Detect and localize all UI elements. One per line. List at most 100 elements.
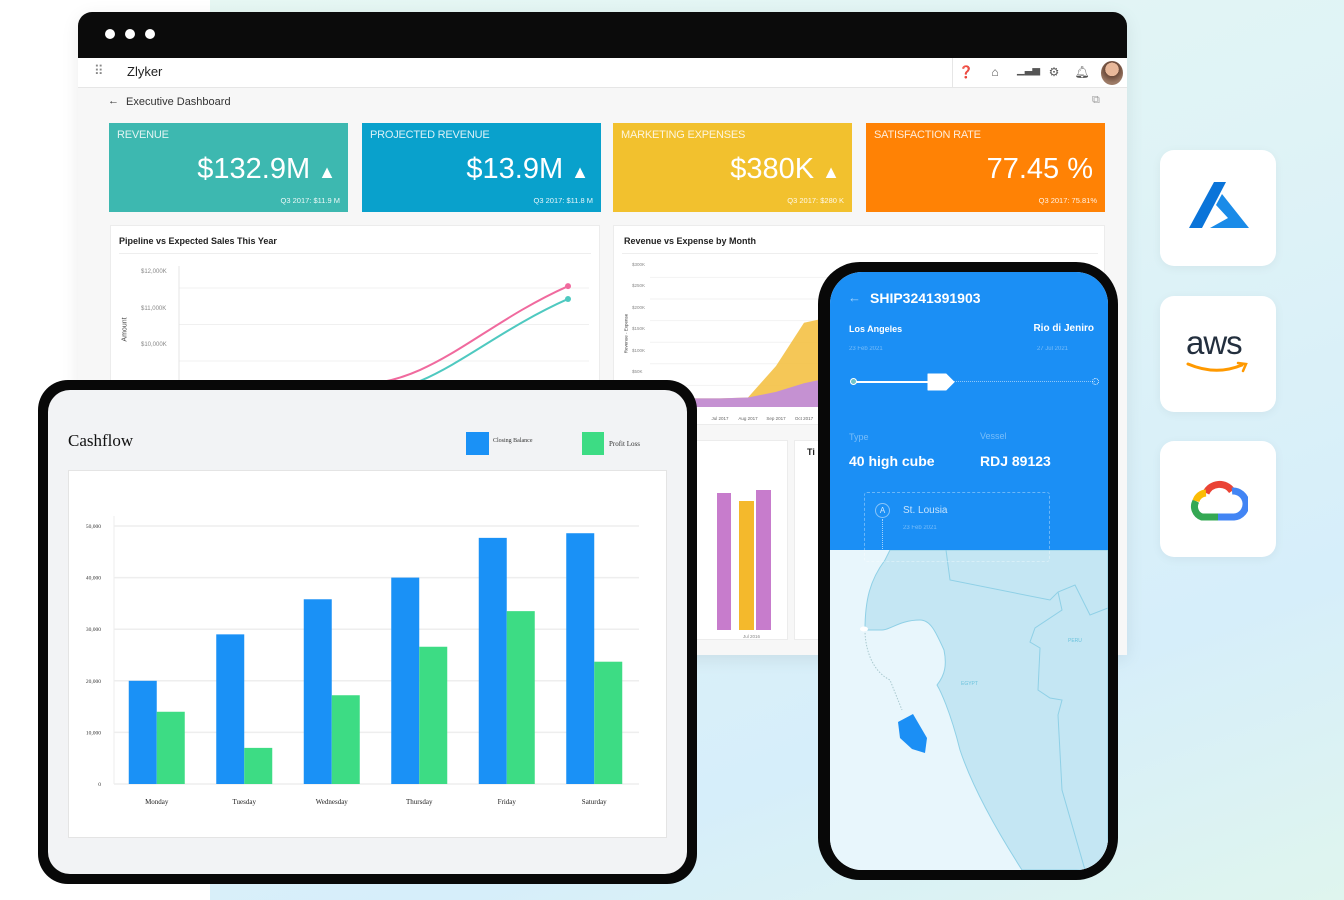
y-tick: 30,000 bbox=[86, 627, 101, 633]
gear-icon[interactable]: ⚙ bbox=[1048, 65, 1060, 79]
cashflow-chart: 50,000 40,000 30,000 20,000 10,000 0 Monday Tue… bbox=[68, 470, 667, 838]
bar-profit-loss bbox=[156, 711, 185, 784]
data-point bbox=[565, 295, 571, 302]
kpi-value: $380K ▲ bbox=[730, 153, 840, 185]
x-tick: Saturday bbox=[582, 798, 607, 806]
divider bbox=[952, 58, 953, 88]
x-tick: Jul 2016 bbox=[743, 634, 761, 639]
kpi-sub: Q3 2017: $280 K bbox=[787, 196, 844, 205]
trend-up-icon: ▲ bbox=[571, 162, 589, 182]
series-line bbox=[197, 285, 569, 387]
home-icon[interactable]: ⌂ bbox=[991, 65, 999, 79]
kpi-marketing-expenses[interactable]: MARKETING EXPENSES $380K ▲ Q3 2017: $280… bbox=[613, 123, 852, 212]
y-tick: 40,000 bbox=[86, 576, 101, 582]
area-series bbox=[654, 314, 844, 407]
bar-closing-balance bbox=[128, 680, 157, 784]
ship-progress-icon[interactable] bbox=[926, 373, 956, 391]
app-header: ⠿ Zlyker ❓ ⌂ ▁▃▅ ⚙ 🔔︎ bbox=[78, 58, 1127, 88]
kpi-projected-revenue[interactable]: PROJECTED REVENUE $13.9M ▲ Q3 2017: $11.… bbox=[362, 123, 601, 212]
kpi-satisfaction-rate[interactable]: SATISFACTION RATE 77.45 % Q3 2017: 75.81… bbox=[866, 123, 1105, 212]
stop-marker-icon: A bbox=[875, 503, 890, 518]
area-series bbox=[654, 374, 844, 407]
type-label: Type bbox=[849, 432, 869, 442]
window-dot[interactable] bbox=[105, 29, 115, 39]
bar bbox=[717, 493, 731, 630]
y-tick: $200K bbox=[632, 305, 646, 310]
y-tick: 10,000 bbox=[86, 730, 101, 736]
chart-title: Pipeline vs Expected Sales This Year bbox=[119, 236, 277, 246]
x-tick: Jul 2017 bbox=[711, 416, 729, 421]
bar-profit-loss bbox=[419, 646, 448, 784]
stop-line bbox=[882, 519, 883, 549]
bar-closing-balance bbox=[216, 634, 245, 784]
map-label: PERU bbox=[1068, 638, 1082, 644]
apps-grid-icon[interactable]: ⠿ bbox=[94, 63, 104, 78]
bar bbox=[756, 490, 771, 630]
bar-closing-balance bbox=[566, 533, 595, 784]
vessel-value: RDJ 89123 bbox=[980, 453, 1051, 469]
breadcrumb: Executive Dashboard bbox=[126, 96, 231, 108]
google-cloud-tile[interactable] bbox=[1160, 441, 1276, 557]
bar-closing-balance bbox=[391, 577, 420, 784]
y-tick: $250K bbox=[632, 283, 646, 288]
back-arrow-icon[interactable]: ← bbox=[108, 95, 119, 107]
bar-profit-loss bbox=[506, 611, 535, 784]
vessel-label: Vessel bbox=[980, 431, 1007, 441]
x-tick: Monday bbox=[145, 798, 169, 806]
kpi-label: REVENUE bbox=[117, 129, 169, 141]
bell-icon[interactable]: 🔔︎ bbox=[1074, 65, 1090, 79]
x-tick: Sep 2017 bbox=[766, 416, 786, 421]
progress-fill bbox=[853, 381, 928, 383]
shipment-map[interactable] bbox=[830, 550, 1108, 870]
y-tick: 20,000 bbox=[86, 679, 101, 685]
app-name: Zlyker bbox=[127, 64, 163, 79]
x-tick: Tuesday bbox=[233, 798, 257, 806]
help-icon[interactable]: ❓ bbox=[958, 65, 974, 79]
destination: Rio di Jeniro bbox=[1033, 323, 1094, 334]
cashflow-screen: Cashflow Closing Balance Profit Loss 50,… bbox=[48, 390, 687, 874]
trend-up-icon: ▲ bbox=[822, 162, 840, 182]
bar-profit-loss bbox=[244, 747, 273, 784]
origin-dot bbox=[850, 378, 857, 385]
y-tick: $50K bbox=[632, 369, 643, 374]
bar-closing-balance bbox=[303, 599, 332, 784]
divider bbox=[119, 253, 591, 254]
back-arrow-icon[interactable]: ← bbox=[848, 290, 861, 305]
y-tick: $12,000K bbox=[141, 269, 167, 275]
x-tick: Friday bbox=[498, 798, 517, 806]
kpi-revenue[interactable]: REVENUE $132.9M ▲ Q3 2017: $11.9 M bbox=[109, 123, 348, 212]
bar-profit-loss bbox=[331, 695, 360, 784]
chart-title: Revenue vs Expense by Month bbox=[624, 236, 757, 246]
bar bbox=[739, 501, 754, 630]
data-point bbox=[565, 283, 571, 290]
destination-date: 27 Jul 2021 bbox=[1036, 346, 1068, 352]
avatar[interactable] bbox=[1101, 61, 1123, 85]
aws-tile[interactable]: aws bbox=[1160, 296, 1276, 412]
stop-date: 23 Feb 2021 bbox=[903, 525, 937, 531]
cashflow-plot: 50,000 40,000 30,000 20,000 10,000 0 Monday Tue… bbox=[86, 516, 639, 806]
stop-card[interactable]: A St. Lousia 23 Feb 2021 bbox=[864, 492, 1050, 562]
y-tick: $150K bbox=[632, 326, 646, 331]
x-tick: Wednesday bbox=[316, 798, 349, 806]
x-tick: Aug 2017 bbox=[738, 416, 758, 421]
kpi-sub: Q3 2017: $11.9 M bbox=[280, 196, 340, 205]
kpi-label: PROJECTED REVENUE bbox=[370, 129, 490, 141]
y-tick: $100K bbox=[632, 348, 646, 353]
map-label: EGYPT bbox=[961, 681, 978, 687]
window-dot[interactable] bbox=[145, 29, 155, 39]
window-dot[interactable] bbox=[125, 29, 135, 39]
shipment-screen: EGYPT PERU ← SHIP3241391903 Los Angeles … bbox=[830, 272, 1108, 870]
bar-profit-loss bbox=[594, 661, 623, 784]
divider bbox=[622, 253, 1098, 254]
reports-icon[interactable]: ▁▃▅ bbox=[1017, 65, 1041, 76]
origin: Los Angeles bbox=[849, 324, 903, 334]
shipment-id: SHIP3241391903 bbox=[870, 290, 981, 306]
window-titlebar bbox=[78, 12, 1127, 58]
legend-label: Closing Balance bbox=[493, 438, 533, 444]
external-link-icon[interactable]: ⧉ bbox=[1092, 94, 1100, 106]
y-tick: 0 bbox=[98, 782, 101, 788]
shipment-details: ← SHIP3241391903 Los Angeles Rio di Jeni… bbox=[830, 272, 1108, 562]
aws-logo-text: aws bbox=[1186, 324, 1243, 361]
azure-tile[interactable] bbox=[1160, 150, 1276, 266]
tablet-frame: Cashflow Closing Balance Profit Loss 50,… bbox=[38, 380, 697, 884]
